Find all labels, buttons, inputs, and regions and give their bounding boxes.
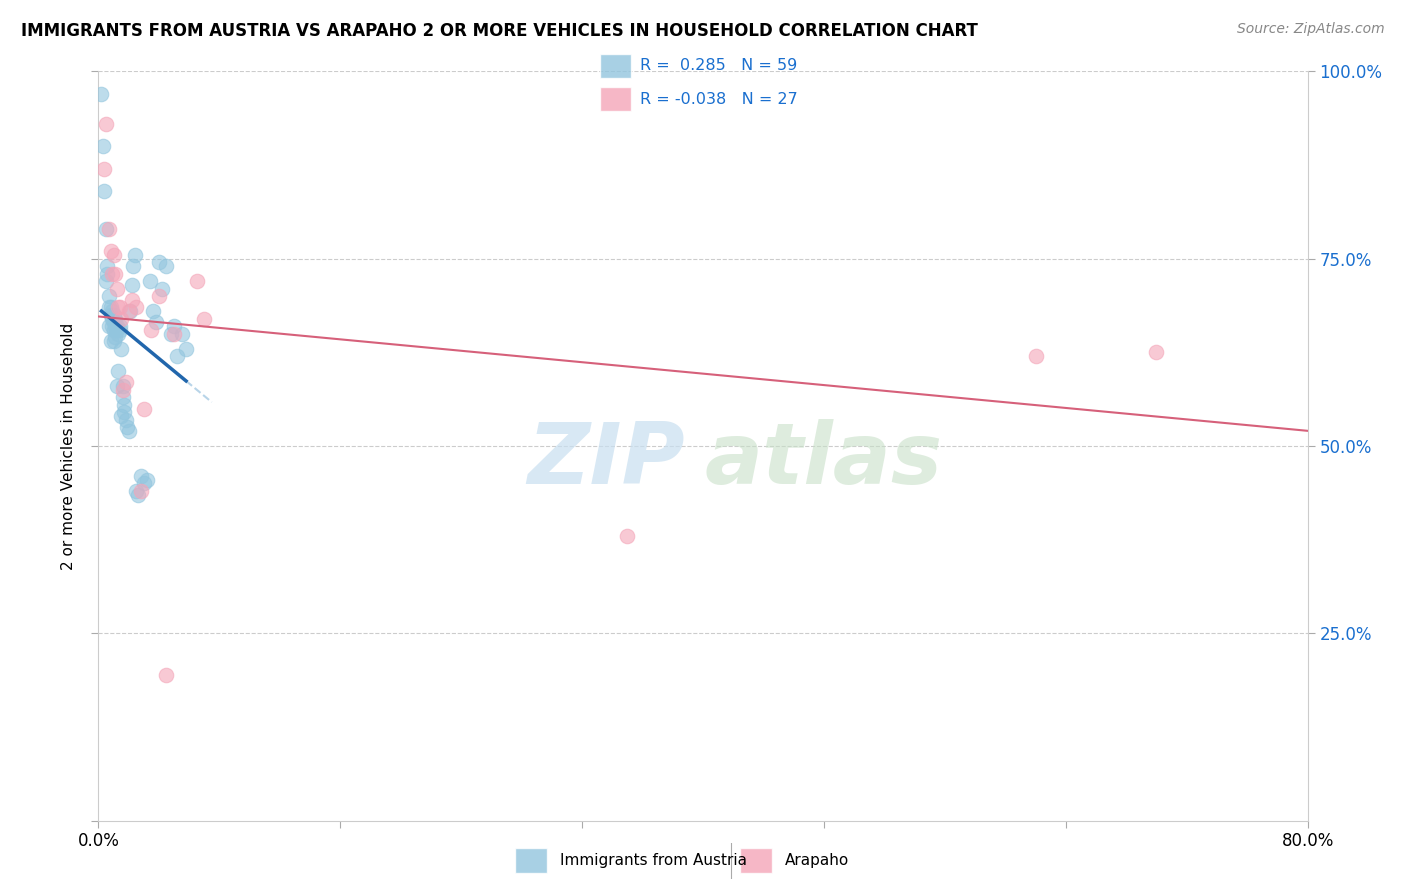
Point	[103, 334, 125, 348]
Point	[1024, 349, 1046, 363]
Point	[125, 483, 148, 498]
Point	[105, 379, 128, 393]
Point	[104, 319, 127, 334]
Point	[150, 282, 173, 296]
Bar	[740, 848, 772, 873]
Point	[107, 364, 129, 378]
Point	[616, 529, 638, 543]
Point	[98, 289, 121, 303]
Point	[101, 304, 124, 318]
Point	[91, 139, 114, 153]
Point	[108, 319, 131, 334]
Point	[104, 330, 127, 344]
Point	[129, 469, 152, 483]
Point	[114, 376, 136, 390]
Point	[122, 259, 145, 273]
Point	[103, 248, 125, 262]
Text: atlas: atlas	[704, 419, 943, 502]
Point	[101, 311, 124, 326]
Point	[112, 398, 135, 412]
Point	[94, 274, 117, 288]
Text: Arapaho: Arapaho	[785, 854, 849, 868]
Point	[111, 390, 134, 404]
Point	[112, 405, 135, 419]
Text: Immigrants from Austria: Immigrants from Austria	[560, 854, 747, 868]
Point	[96, 267, 118, 281]
Point	[94, 117, 117, 131]
Point	[141, 323, 163, 337]
Point	[108, 301, 131, 315]
Point	[121, 293, 143, 307]
Point	[98, 301, 121, 315]
Point	[193, 311, 215, 326]
Text: R = -0.038   N = 27: R = -0.038 N = 27	[640, 92, 797, 107]
Point	[118, 304, 141, 318]
Bar	[600, 87, 631, 112]
Point	[100, 308, 122, 322]
Point	[98, 319, 121, 334]
Point	[125, 301, 148, 315]
Point	[132, 401, 155, 416]
Point	[120, 304, 142, 318]
Point	[110, 342, 132, 356]
Text: Source: ZipAtlas.com: Source: ZipAtlas.com	[1237, 22, 1385, 37]
Point	[105, 323, 128, 337]
Point	[105, 319, 128, 334]
Point	[111, 383, 134, 397]
Point	[103, 308, 125, 322]
Point	[124, 248, 146, 262]
Point	[155, 667, 177, 681]
Text: IMMIGRANTS FROM AUSTRIA VS ARAPAHO 2 OR MORE VEHICLES IN HOUSEHOLD CORRELATION C: IMMIGRANTS FROM AUSTRIA VS ARAPAHO 2 OR …	[21, 22, 979, 40]
Point	[96, 259, 118, 273]
Point	[115, 420, 138, 434]
Point	[100, 334, 122, 348]
Point	[139, 274, 162, 288]
Point	[108, 323, 131, 337]
Point	[110, 409, 132, 423]
Point	[160, 326, 183, 341]
Point	[127, 488, 149, 502]
Text: R =  0.285   N = 59: R = 0.285 N = 59	[640, 58, 797, 73]
Point	[98, 221, 121, 235]
Point	[163, 326, 186, 341]
Point	[103, 323, 125, 337]
Point	[100, 244, 122, 259]
Point	[135, 473, 157, 487]
Point	[170, 326, 193, 341]
Y-axis label: 2 or more Vehicles in Household: 2 or more Vehicles in Household	[60, 322, 76, 570]
Point	[93, 161, 115, 176]
Point	[94, 221, 117, 235]
Point	[1146, 345, 1168, 359]
Point	[101, 267, 124, 281]
Point	[93, 184, 115, 198]
Point	[155, 259, 177, 273]
Point	[148, 255, 170, 269]
Point	[107, 301, 129, 315]
Bar	[600, 54, 631, 78]
Point	[101, 319, 124, 334]
Point	[104, 267, 127, 281]
Point	[110, 311, 132, 326]
Point	[145, 315, 167, 329]
Point	[148, 289, 170, 303]
Point	[114, 413, 136, 427]
Point	[186, 274, 208, 288]
Point	[142, 304, 165, 318]
Point	[163, 319, 186, 334]
Point	[129, 483, 152, 498]
Point	[107, 326, 129, 341]
Bar	[515, 848, 547, 873]
Point	[132, 476, 155, 491]
Point	[111, 379, 134, 393]
Point	[104, 311, 127, 326]
Point	[100, 301, 122, 315]
Point	[166, 349, 188, 363]
Point	[118, 424, 141, 438]
Point	[121, 277, 143, 292]
Point	[105, 282, 128, 296]
Text: ZIP: ZIP	[527, 419, 685, 502]
Point	[174, 342, 197, 356]
Point	[90, 87, 112, 101]
Point	[103, 315, 125, 329]
